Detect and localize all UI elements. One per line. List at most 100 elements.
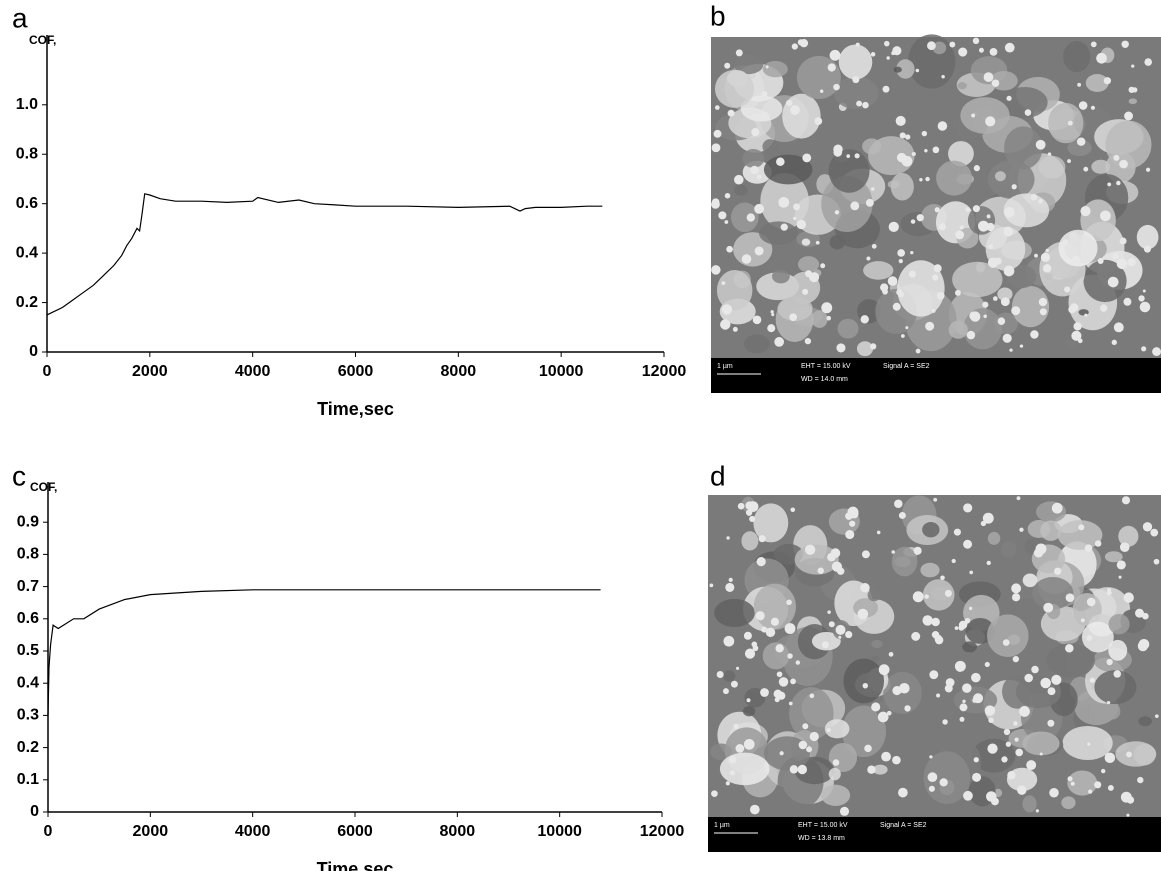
sem-grain [921, 130, 928, 137]
sem-grain [862, 101, 869, 109]
sem-grain [888, 651, 894, 657]
sem-grain [924, 149, 928, 153]
sem-grain [728, 755, 737, 764]
sem-grain [1089, 677, 1096, 683]
sem-grain [1078, 101, 1088, 110]
sem-grain [934, 635, 944, 645]
x-tick-label: 10000 [539, 363, 584, 380]
sem-grain [1014, 737, 1019, 742]
sem-grain [754, 203, 765, 214]
sem-grain [849, 520, 856, 527]
sem-particle [867, 589, 881, 602]
sem-grain [788, 701, 793, 706]
sem-grain [1112, 253, 1119, 260]
sem-grain [733, 723, 739, 730]
sem-particle [811, 631, 841, 651]
sem-grain [884, 40, 890, 47]
sem-grain [1107, 182, 1112, 187]
sem-grain [1138, 638, 1150, 650]
sem-grain [987, 743, 998, 754]
sem-grain [814, 117, 823, 126]
sem-grain [802, 153, 812, 163]
sem-grain [734, 174, 744, 185]
sem-grain [892, 46, 902, 56]
sem-signal: Signal A = SE2 [880, 822, 927, 829]
sem-grain [720, 319, 731, 330]
sem-grain [1106, 701, 1111, 705]
sem-grain [1042, 264, 1052, 273]
sem-grain [1007, 771, 1016, 780]
sem-particle [871, 655, 880, 662]
sem-grain [925, 176, 930, 182]
sem-grain [892, 302, 901, 311]
sem-grain [1145, 167, 1151, 172]
sem-grain [1071, 330, 1082, 341]
sem-grain [908, 270, 916, 278]
sem-grain [1141, 346, 1147, 352]
sem-grain [1107, 276, 1119, 288]
sem-grain [892, 686, 902, 696]
panel-label: b [710, 0, 726, 31]
sem-wd: WD = 13.8 mm [798, 835, 845, 842]
sem-grain [724, 192, 731, 199]
sem-grain [721, 304, 733, 315]
sem-grain [787, 653, 793, 659]
sem-grain [886, 56, 890, 60]
y-tick-label: 0.9 [17, 513, 39, 530]
sem-grain [827, 63, 836, 72]
sem-grain [986, 222, 995, 232]
sem-grain [725, 781, 730, 786]
sem-grain [958, 47, 968, 57]
sem-grain [821, 641, 830, 649]
sem-grain [898, 259, 903, 264]
sem-particle [1065, 341, 1077, 349]
sem-grain [905, 134, 911, 140]
sem-grain [1094, 540, 1102, 547]
sem-grain [1119, 159, 1128, 169]
x-tick-label: 4000 [235, 823, 271, 840]
sem-grain [751, 641, 758, 648]
sem-grain [1080, 618, 1085, 623]
sem-eht: EHT = 15.00 kV [798, 822, 848, 829]
sem-grain [1142, 612, 1149, 620]
sem-particle [838, 44, 873, 80]
sem-grain [1003, 226, 1014, 237]
sem-grain [1039, 752, 1043, 756]
sem-grain [1011, 184, 1017, 190]
sem-grain [775, 644, 784, 653]
sem-grain [735, 49, 743, 57]
sem-grain [972, 205, 980, 213]
sem-grain [864, 744, 872, 753]
sem-particle [1136, 224, 1159, 250]
sem-particle [762, 139, 778, 154]
sem-grain [746, 213, 755, 222]
sem-particle [923, 751, 971, 805]
sem-particle [1046, 643, 1096, 678]
sem-particle [1057, 520, 1103, 550]
sem-particle [821, 784, 851, 806]
sem-grain [927, 41, 936, 51]
sem-grain [1131, 64, 1135, 68]
sem-grain [1152, 347, 1161, 357]
sem-particle [1022, 573, 1038, 588]
sem-grain [715, 105, 720, 110]
sem-particle [1138, 716, 1152, 727]
sem-particle [1036, 501, 1067, 523]
sem-grain [927, 772, 938, 783]
sem-grain [944, 684, 953, 693]
sem-particle [782, 93, 821, 139]
sem-grain [724, 220, 729, 224]
sem-grain [1011, 306, 1021, 316]
sem-grain [1051, 674, 1062, 685]
sem-grain [887, 276, 898, 286]
sem-grain [877, 711, 889, 723]
sem-grain [1047, 719, 1055, 727]
x-tick-label: 2000 [133, 823, 169, 840]
sem-grain [962, 683, 972, 693]
sem-grain [765, 65, 769, 69]
sem-grain [1120, 791, 1132, 803]
sem-particle [994, 171, 1006, 182]
sem-grain [746, 698, 751, 703]
sem-grain [741, 254, 752, 264]
sem-grain [776, 157, 785, 166]
